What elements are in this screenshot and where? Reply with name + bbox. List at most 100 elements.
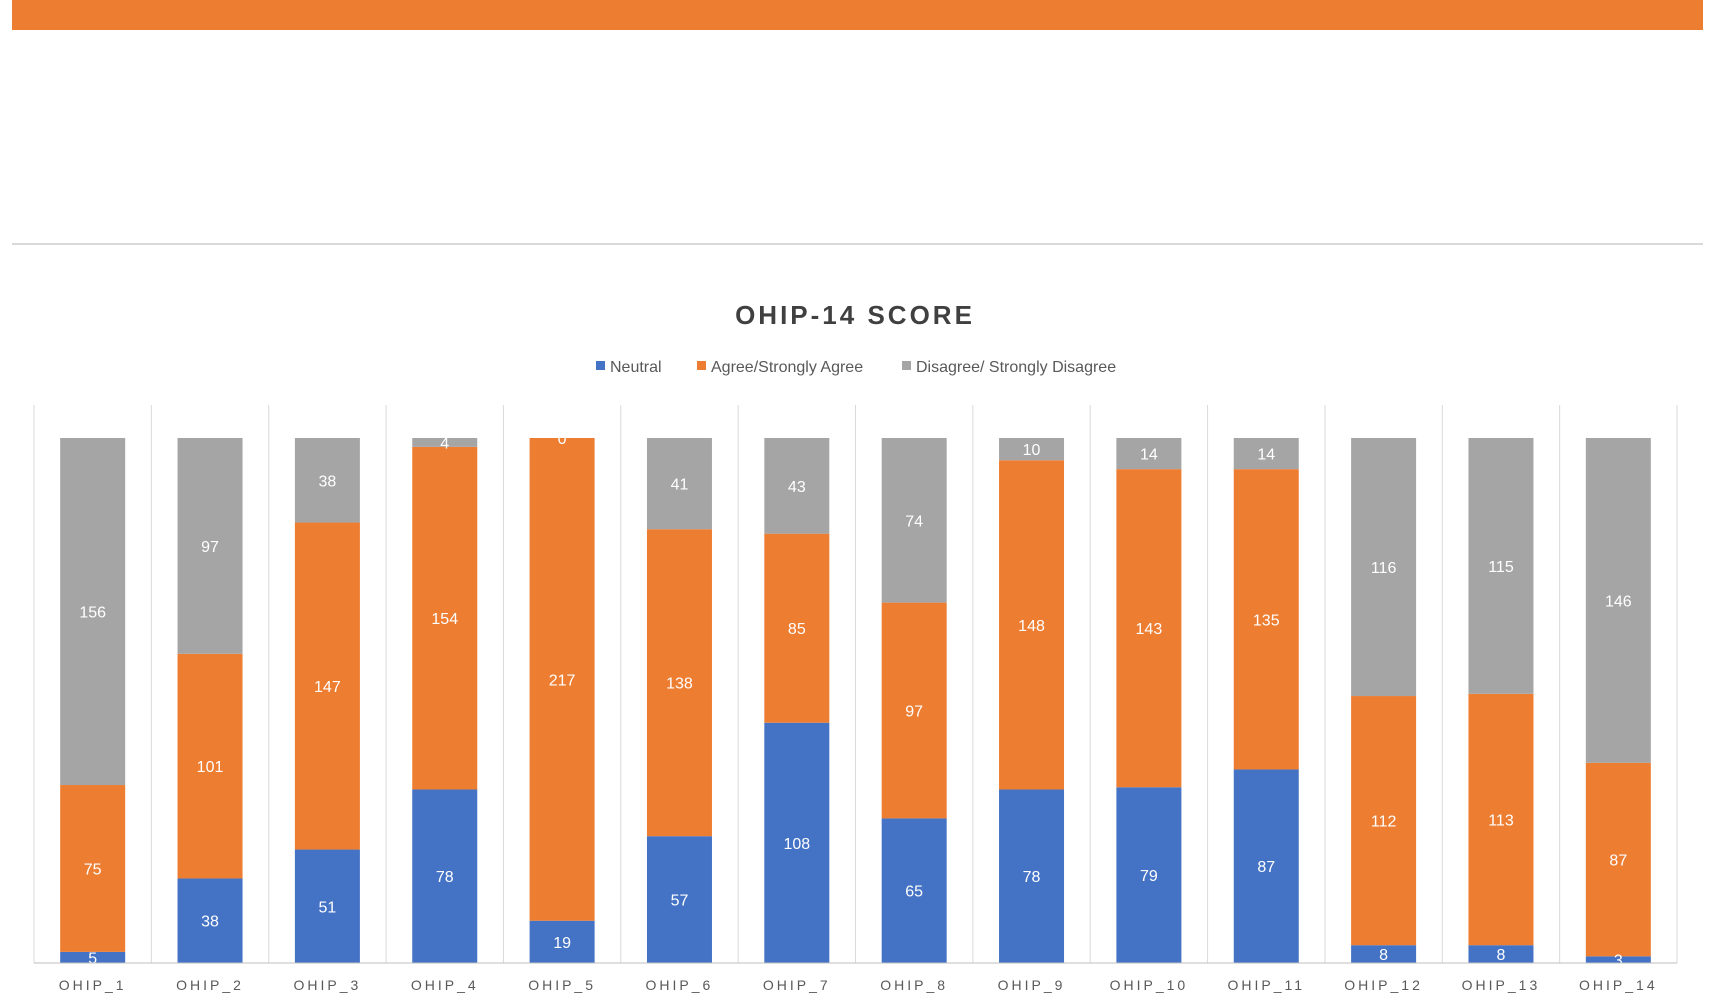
data-label: 43 [788, 479, 806, 496]
bar-segment [294, 438, 360, 523]
data-label: 74 [905, 513, 923, 530]
data-label: 8 [1497, 947, 1506, 964]
bar-segment [764, 438, 830, 534]
x-tick-label: OHIP_3 [293, 977, 361, 993]
data-label: 38 [318, 473, 336, 490]
x-tick-label: OHIP_5 [528, 977, 596, 993]
x-tick-label: OHIP_7 [763, 977, 831, 993]
bar-segment [529, 920, 595, 963]
bar-segment [1351, 438, 1417, 697]
bar-segment [1468, 693, 1534, 946]
bar-segment [412, 446, 478, 790]
data-label: 75 [84, 861, 102, 878]
data-label: 5 [88, 950, 97, 967]
bar-segment [881, 438, 947, 603]
bar-segment [1233, 769, 1299, 963]
x-axis-tick-labels: OHIP_1 OHIP_2 OHIP_3 OHIP_4 OHIP_5 OHIP_6 OHIP… [59, 977, 1658, 993]
legend-swatch-agree-strongly-agree [697, 361, 706, 370]
data-label: 41 [671, 477, 689, 494]
legend-swatch-neutral [596, 361, 605, 370]
data-label: 87 [1609, 853, 1627, 870]
bar-stacks [60, 438, 1651, 963]
x-tick-label: OHIP_4 [411, 977, 479, 993]
data-label: 146 [1605, 593, 1632, 610]
bar-segment [1468, 945, 1534, 963]
legend-label-agree-strongly-agree: Agree/Strongly Agree [711, 359, 863, 376]
data-label: 108 [783, 836, 810, 853]
bar-segment [999, 789, 1065, 963]
data-label: 113 [1488, 813, 1514, 830]
x-tick-label: OHIP_11 [1227, 977, 1305, 993]
x-tick-label: OHIP_2 [176, 977, 244, 993]
data-label: 79 [1140, 868, 1158, 885]
bar-segment [1351, 945, 1417, 963]
data-label: 78 [436, 869, 454, 886]
x-tick-label: OHIP_1 [59, 977, 127, 993]
chart-title: OHIP-14 SCORE [735, 300, 975, 330]
bar-segment [1233, 438, 1299, 470]
bar-segment [412, 438, 478, 447]
data-label: 14 [1140, 447, 1158, 464]
bar-segment [1351, 696, 1417, 946]
legend-label-neutral: Neutral [610, 359, 662, 376]
data-label: 4 [440, 435, 449, 452]
data-label: 51 [318, 899, 336, 916]
bar-segment [1585, 762, 1651, 957]
data-label: 3 [1614, 953, 1623, 970]
x-tick-label: OHIP_14 [1579, 977, 1658, 993]
data-label: 217 [549, 672, 576, 689]
data-label: 148 [1018, 618, 1045, 635]
bar-segment [60, 951, 126, 963]
data-label: 14 [1257, 447, 1275, 464]
divider-line [12, 243, 1703, 245]
bar-segment [764, 722, 830, 963]
bar-segment [1116, 787, 1182, 963]
x-tick-label: OHIP_6 [646, 977, 714, 993]
bar-segment [177, 653, 243, 879]
data-label: 135 [1253, 612, 1280, 629]
bar-segment [764, 533, 830, 723]
bar-segment [1585, 438, 1651, 763]
bar-segment [1116, 469, 1182, 788]
legend-label-disagree-strongly-disagree: Disagree/ Strongly Disagree [916, 359, 1116, 376]
chart-legend: Neutral Agree/Strongly Agree Disagree/ Str… [596, 359, 1116, 376]
data-label: 116 [1371, 560, 1397, 577]
bar-segment [529, 438, 595, 921]
bar-segment [60, 785, 126, 952]
bar-segment [1116, 438, 1182, 470]
bar-segment [646, 836, 712, 963]
data-label: 65 [905, 884, 923, 901]
data-label: 112 [1371, 814, 1397, 831]
data-label: 101 [197, 759, 224, 776]
bar-segment [177, 878, 243, 963]
data-label: 154 [431, 611, 458, 628]
data-label: 38 [201, 914, 219, 931]
bar-segment [412, 789, 478, 963]
legend-swatch-disagree-strongly-disagree [902, 361, 911, 370]
x-tick-label: OHIP_13 [1462, 977, 1541, 993]
data-label: 97 [905, 704, 923, 721]
bar-segment [1468, 438, 1534, 694]
bar-segment [1585, 956, 1651, 963]
bar-segment [646, 529, 712, 837]
bar-segment [646, 438, 712, 530]
data-label: 8 [1379, 947, 1388, 964]
bar-segment [1233, 469, 1299, 770]
data-label: 138 [666, 676, 693, 693]
data-label: 147 [314, 679, 341, 696]
bar-segment [881, 602, 947, 819]
data-label: 85 [788, 621, 806, 638]
category-gridlines [33, 405, 1678, 963]
bar-segment [294, 522, 360, 850]
x-tick-label: OHIP_10 [1110, 977, 1189, 993]
bar-segment [60, 438, 126, 786]
data-label: 87 [1257, 859, 1275, 876]
data-label: 156 [79, 605, 106, 622]
data-label: 0 [558, 431, 567, 448]
x-tick-label: OHIP_9 [998, 977, 1066, 993]
x-tick-label: OHIP_8 [880, 977, 948, 993]
data-label: 143 [1136, 621, 1163, 638]
data-labels: 5751563810197511473878154419217057138411… [79, 431, 1631, 970]
top-accent-bar [12, 0, 1703, 30]
